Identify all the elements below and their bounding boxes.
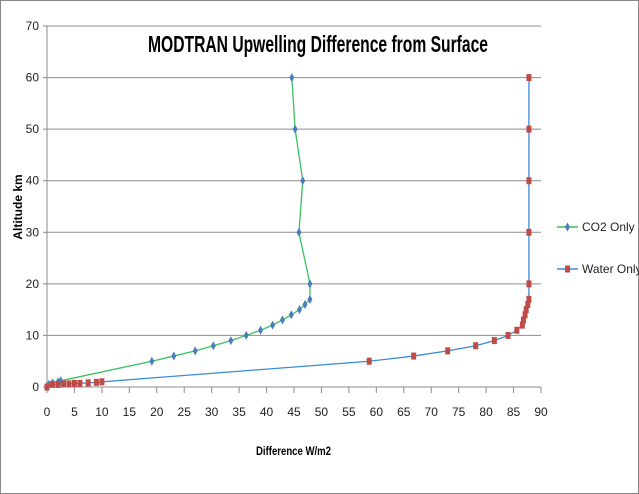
- x-tick-label: 55: [342, 405, 356, 419]
- legend-label: Water Only: [582, 262, 639, 276]
- x-tick-label: 15: [123, 405, 137, 419]
- x-tick-label: 5: [71, 405, 78, 419]
- data-point: [526, 280, 532, 288]
- data-point: [523, 306, 529, 314]
- y-tick-label: 60: [26, 71, 40, 85]
- series-layer: [44, 73, 532, 392]
- x-tick-label: 40: [260, 405, 274, 419]
- data-point: [505, 331, 511, 339]
- x-tick-label: 75: [452, 405, 466, 419]
- x-tick-label: 35: [232, 405, 246, 419]
- data-point: [526, 228, 532, 236]
- y-tick-label: 50: [26, 122, 40, 136]
- series-water-only: [44, 74, 532, 391]
- x-tick-label: 85: [507, 405, 521, 419]
- x-tick-label: 70: [425, 405, 439, 419]
- x-tick-label: 25: [178, 405, 192, 419]
- data-point: [491, 337, 497, 345]
- data-point: [192, 346, 198, 356]
- y-axis-label: Altitude km: [11, 174, 25, 239]
- data-point: [445, 347, 451, 355]
- data-point: [526, 74, 532, 82]
- data-point: [411, 352, 417, 360]
- data-point: [520, 316, 526, 324]
- data-point: [71, 379, 77, 387]
- legend-item: CO2 Only: [557, 220, 635, 234]
- x-tick-label: 90: [534, 405, 548, 419]
- data-point: [289, 73, 295, 83]
- data-point: [296, 227, 302, 237]
- x-tick-label: 0: [44, 405, 51, 419]
- data-point: [85, 379, 91, 387]
- series-line: [46, 77, 530, 388]
- legend-item: Water Only: [557, 262, 639, 276]
- chart-title: MODTRAN Upwelling Difference from Surfac…: [148, 31, 488, 57]
- data-point: [565, 265, 570, 273]
- data-point: [307, 294, 313, 304]
- data-point: [302, 299, 308, 309]
- legend-label: CO2 Only: [582, 220, 635, 234]
- data-point: [300, 176, 306, 186]
- data-point: [270, 320, 276, 330]
- x-tick-label: 30: [205, 405, 219, 419]
- data-point: [288, 310, 294, 320]
- data-point: [519, 321, 525, 329]
- data-point: [149, 356, 155, 366]
- data-point: [77, 379, 83, 387]
- x-tick-label: 50: [315, 405, 329, 419]
- data-point: [307, 279, 313, 289]
- data-point: [473, 342, 479, 350]
- x-tick-label: 10: [95, 405, 109, 419]
- data-point: [228, 336, 234, 346]
- data-point: [279, 315, 285, 325]
- y-tick-label: 10: [26, 328, 40, 342]
- data-point: [66, 380, 72, 388]
- data-point: [243, 330, 249, 340]
- y-tick-label: 70: [26, 19, 40, 33]
- data-point: [60, 380, 66, 388]
- x-tick-label: 65: [397, 405, 411, 419]
- data-point: [526, 177, 532, 185]
- y-tick-label: 40: [26, 174, 40, 188]
- data-point: [210, 341, 216, 351]
- data-point: [49, 380, 55, 388]
- data-point: [292, 124, 298, 134]
- data-point: [366, 357, 372, 365]
- x-tick-label: 60: [370, 405, 384, 419]
- y-tick-label: 30: [26, 225, 40, 239]
- data-point: [514, 326, 520, 334]
- x-tick-label: 20: [150, 405, 164, 419]
- gridlines: [47, 25, 541, 336]
- legend: CO2 Only Water Only: [557, 220, 639, 276]
- data-point: [171, 351, 177, 361]
- data-point: [522, 311, 528, 319]
- data-point: [55, 380, 61, 388]
- data-point: [526, 125, 532, 133]
- x-tick-label: 80: [479, 405, 493, 419]
- data-point: [44, 383, 50, 391]
- data-point: [296, 305, 302, 315]
- data-point: [565, 222, 570, 232]
- data-point: [525, 300, 531, 308]
- data-point: [526, 295, 532, 303]
- x-tick-label: 45: [287, 405, 301, 419]
- data-point: [258, 325, 264, 335]
- axes: 0 10 20 30 40 50 60 70 0 5 10 15 20 25 30 35 40 45 50 55 60 6…: [26, 19, 548, 419]
- y-tick-label: 20: [26, 277, 40, 291]
- data-point: [99, 378, 105, 386]
- x-axis-label: Difference W/m2: [256, 444, 331, 458]
- data-point: [93, 378, 99, 386]
- y-tick-label: 0: [32, 380, 39, 394]
